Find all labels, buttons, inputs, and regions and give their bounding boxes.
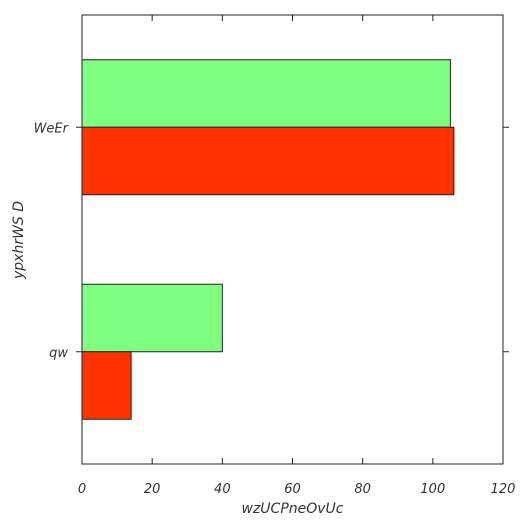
bar-WeEr-series-1 bbox=[81, 59, 451, 128]
ticks-layer: 0 20 40 60 80 100 120 qw WeEr bbox=[34, 15, 516, 497]
bar-WeEr-series-2 bbox=[81, 126, 455, 196]
x-axis-label: wzUCPneOvUc bbox=[242, 501, 344, 517]
y-tick-label: qw bbox=[49, 346, 68, 361]
x-tick-label: 20 bbox=[144, 482, 161, 497]
x-tick-label: 60 bbox=[284, 482, 301, 497]
x-tick-label: 100 bbox=[420, 482, 445, 497]
x-tick-label: 40 bbox=[214, 482, 231, 497]
y-tick-label: WeEr bbox=[34, 121, 70, 136]
bar-qw-series-2 bbox=[81, 351, 132, 420]
bars-layer bbox=[81, 59, 455, 420]
x-tick-label: 80 bbox=[354, 482, 371, 497]
y-axis-label: ypxhrWS D bbox=[11, 201, 27, 280]
bar-qw-series-1 bbox=[81, 283, 223, 353]
x-tick-label: 0 bbox=[78, 482, 86, 497]
x-tick-label: 120 bbox=[491, 482, 516, 497]
